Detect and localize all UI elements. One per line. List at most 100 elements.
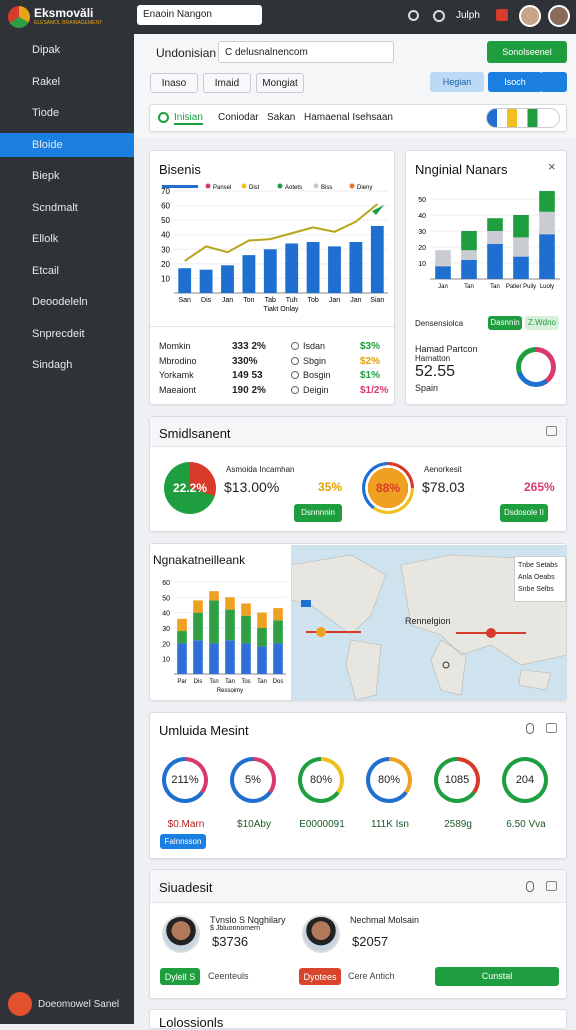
ngnak-chart: 10 20 30 40 50 60 Par Dis Tsn Tan Tos Tan Dos Ressoim… [162,580,286,694]
tab[interactable]: Mongiat [256,73,304,93]
nav-item[interactable]: Deoodeleln [32,296,88,308]
nav-item[interactable]: Etcail [32,264,59,277]
button[interactable]: Dyotees [299,968,341,985]
button[interactable]: Z.Wdno [525,316,559,330]
bar [199,269,213,293]
caption: E0000091 [299,819,345,830]
primary-button[interactable]: Sonolseenel [487,41,567,63]
toggle-group[interactable] [486,108,560,128]
bar-segment [257,628,267,647]
y-tick-label: 30 [161,245,170,254]
bar-segment [513,256,529,279]
status-icon[interactable] [433,10,445,22]
metric-title: Hamad Partcon [415,344,478,354]
x-tick-label: Jan [329,297,340,304]
nav-item[interactable]: Bloide [0,132,134,157]
search-input[interactable]: C delusnalnencom [218,41,394,63]
sidebar: Eksmovăli ELESAMOL BRAINAGEMENT Dipak Rak… [0,0,134,1024]
filter[interactable]: Sakan [267,112,296,123]
link[interactable]: Ceenteuls [208,971,249,981]
nav-item[interactable]: Ellolk [32,233,59,245]
nav-item[interactable]: Tiode [32,107,60,119]
settings-icon[interactable] [526,723,534,734]
stat-value: $1% [360,370,381,381]
stat-value: 330% [232,355,258,367]
nav-item[interactable]: Rakel [32,75,61,88]
expand-icon[interactable] [546,881,557,891]
search-icon[interactable] [408,10,419,21]
stat-label: Yorkamk [159,370,194,380]
filter[interactable]: Hamaenal Isehsaan [304,112,393,123]
person-sub: $ Jbluoonomern [210,925,261,932]
change: 35% [318,480,343,494]
legend-dot [277,183,283,189]
line [184,203,378,262]
topbar: Enaoin Nangon Julph [134,0,576,34]
x-tick-label: Jan [350,297,361,304]
bar-segment [241,603,251,616]
button[interactable]: Falnnsson [160,834,206,849]
x-tick-label: Tan [490,284,500,290]
user-name[interactable]: Julph [456,10,480,21]
footer-icon[interactable] [8,992,32,1016]
ring-value: 204 [506,761,544,799]
card-title: Nnginial Nanars [415,162,508,177]
siuadesit-card: Siuadesit Tvnslo S Nqghilary $ Jbluoonome… [149,869,567,999]
sidebar-footer[interactable]: Doeomowel Sanel [38,999,120,1010]
nav-item[interactable]: Snprecdeit [32,327,85,340]
menu-button[interactable] [540,72,567,92]
person-name: Nechmal Molsain [350,915,420,925]
action-button[interactable]: Hegian [430,72,484,92]
legend-label: Dist [249,185,260,191]
legend-line [162,185,198,188]
button[interactable]: Dsnnnnin [294,504,342,522]
card-title: Ngnakatneilleank [153,553,246,567]
filter[interactable]: Coniodar [218,112,259,123]
expand-icon[interactable] [546,723,557,733]
avatar[interactable] [548,5,570,27]
settings-icon[interactable] [526,881,534,892]
nav-item[interactable]: Dipak [32,44,61,56]
close-icon[interactable]: × [548,159,556,174]
person-name: Tvnslo S Nqghilary [210,915,286,925]
legend-label: Pansel [213,185,231,191]
tab[interactable]: Imaid [203,73,251,93]
stat-label: Bosgin [303,370,331,380]
link[interactable]: Cere Antich [348,971,395,981]
metric: 52.55 [415,363,456,380]
notify-icon[interactable] [496,9,508,21]
card-title: Siuadesit [159,880,213,895]
expand-icon[interactable] [546,426,557,436]
button[interactable]: Dasnnin [488,316,522,330]
bar [328,246,341,293]
logo [8,6,30,28]
y-tick-label: 50 [418,197,426,204]
x-tick-label: Tos [241,679,250,685]
bar-segment [273,643,283,674]
person-amount: $3736 [212,934,249,949]
bar-segment [209,600,219,644]
button[interactable]: Dylell S [160,968,200,985]
x-axis-label: Tiakt Onlay [263,306,299,313]
card-header [150,417,566,447]
x-tick-label: San [178,297,191,304]
button[interactable]: Cunstal [435,967,559,986]
button[interactable]: Dsdosole II [500,504,548,522]
caption: 2589g [444,819,472,830]
x-tick-label: Tuh [286,297,298,304]
bar [263,249,277,293]
nav-item[interactable]: Sindagh [32,359,73,371]
stat-icon [291,356,299,365]
nanars-chart: 10 20 30 40 50 Jan Tan Tan Patier Puily Luoly [418,191,560,290]
nav-item[interactable]: Scndmalt [32,201,78,214]
bar-segment [461,250,477,260]
bar [178,268,192,293]
select[interactable]: Enaoin Nangon [137,5,262,25]
bar [306,242,320,293]
stat-label: Isdan [303,341,326,351]
tab[interactable]: Inaso [150,73,198,93]
action-button[interactable]: Isoch [488,72,542,92]
avatar[interactable] [519,5,541,27]
filter[interactable]: Inisian [174,112,203,125]
nav-item[interactable]: Biepk [32,170,60,182]
